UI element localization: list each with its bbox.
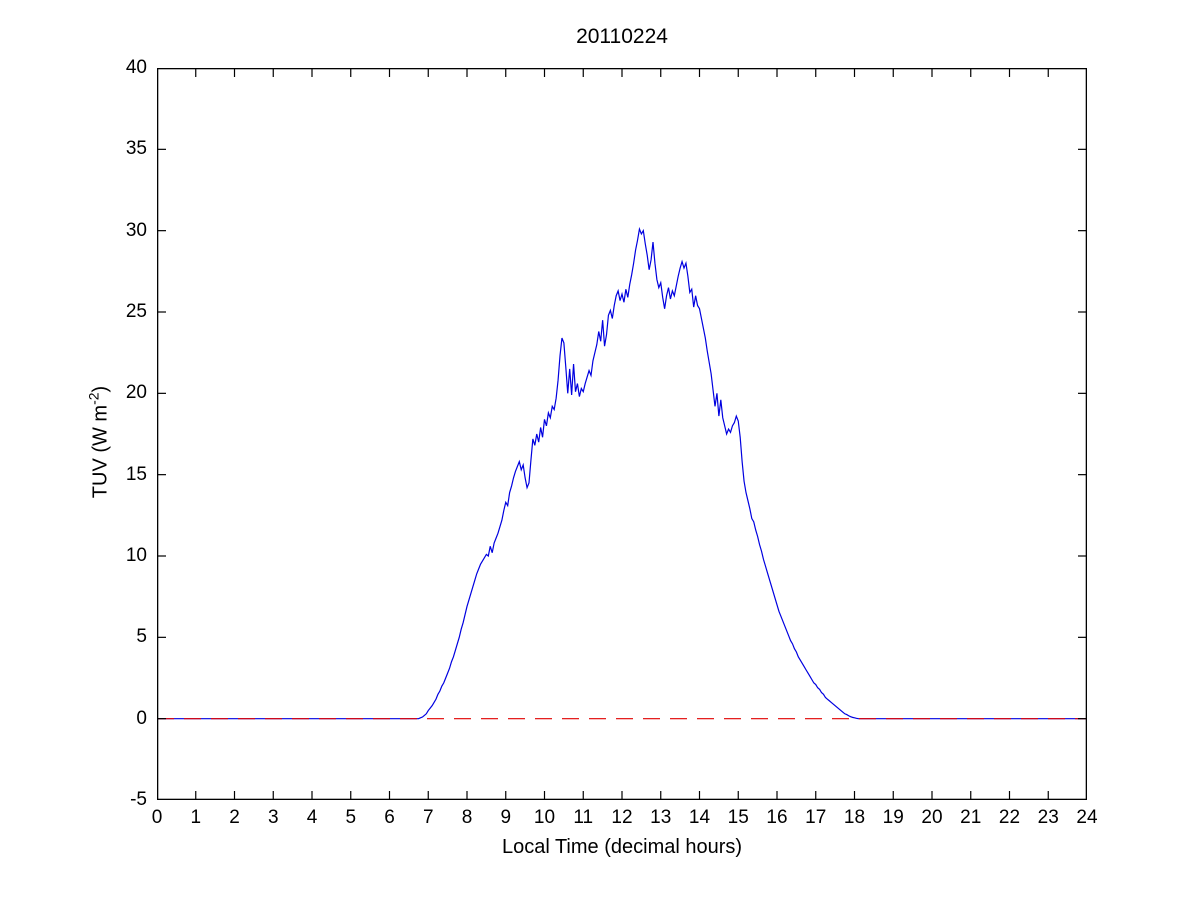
x-tick-label: 24 [1076,807,1098,828]
x-tick-label: 23 [1037,807,1059,828]
axis-ticks [157,68,1087,800]
y-tick-label: 10 [125,545,147,566]
axes-border [157,68,1087,800]
x-tick-label: 14 [688,807,711,828]
plot-canvas [157,68,1087,800]
x-tick-label: 4 [306,807,318,828]
x-tick-label: 0 [151,807,163,828]
y-tick-label: 5 [136,626,147,648]
x-tick-label: 22 [998,807,1021,828]
y-tick-label: -5 [130,789,147,810]
y-tick-label: 40 [125,57,147,78]
x-tick-label: 2 [229,807,240,828]
x-tick-label: 5 [345,807,357,828]
x-tick-label: 15 [727,807,749,828]
x-tick-label: 9 [500,807,512,828]
x-tick-label: 16 [766,807,788,828]
x-tick-label: 20 [921,807,943,828]
x-tick-label: 13 [650,807,672,828]
x-tick-label: 1 [190,807,202,828]
x-tick-label: 12 [611,807,633,828]
x-tick-label: 17 [805,807,827,828]
x-tick-label: 3 [267,807,279,828]
x-tick-label: 19 [882,807,904,828]
y-tick-label: 25 [125,301,147,322]
x-tick-label: 7 [422,807,434,828]
x-tick-label: 8 [461,807,473,828]
x-axis-label: Local Time (decimal hours) [501,836,743,858]
y-tick-label: 15 [125,463,147,485]
y-tick-label: 20 [125,382,147,404]
y-tick-label: 0 [136,707,147,729]
x-tick-label: 10 [533,807,556,828]
chart-title: 20110224 [576,25,668,48]
x-tick-label: 18 [843,807,866,828]
tuv-series-line [157,226,1087,720]
x-tick-label: 11 [573,807,594,828]
x-tick-label: 21 [960,807,982,828]
y-tick-label: 30 [125,219,147,241]
y-tick-label: 35 [125,138,147,160]
plot-area [157,68,1087,800]
x-tick-label: 6 [384,807,395,828]
